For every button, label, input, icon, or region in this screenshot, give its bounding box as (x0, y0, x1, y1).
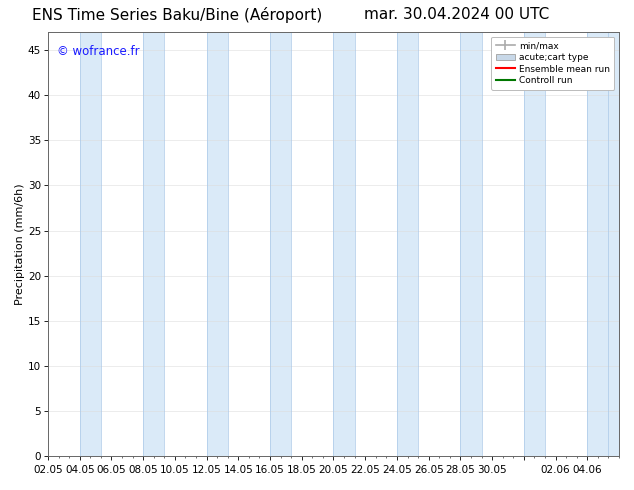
Text: ENS Time Series Baku/Bine (Aéroport): ENS Time Series Baku/Bine (Aéroport) (32, 7, 323, 24)
Text: mar. 30.04.2024 00 UTC: mar. 30.04.2024 00 UTC (364, 7, 549, 23)
Y-axis label: Precipitation (mm/6h): Precipitation (mm/6h) (15, 183, 25, 305)
Bar (587, 32, 619, 456)
Text: © wofrance.fr: © wofrance.fr (56, 45, 139, 58)
Bar (270, 32, 291, 456)
Legend: min/max, acute;cart type, Ensemble mean run, Controll run: min/max, acute;cart type, Ensemble mean … (491, 37, 614, 90)
Bar (143, 32, 164, 456)
Bar (460, 32, 482, 456)
Bar (397, 32, 418, 456)
Bar (207, 32, 228, 456)
Bar (524, 32, 545, 456)
Bar (587, 32, 609, 456)
Bar (80, 32, 101, 456)
Bar (333, 32, 354, 456)
